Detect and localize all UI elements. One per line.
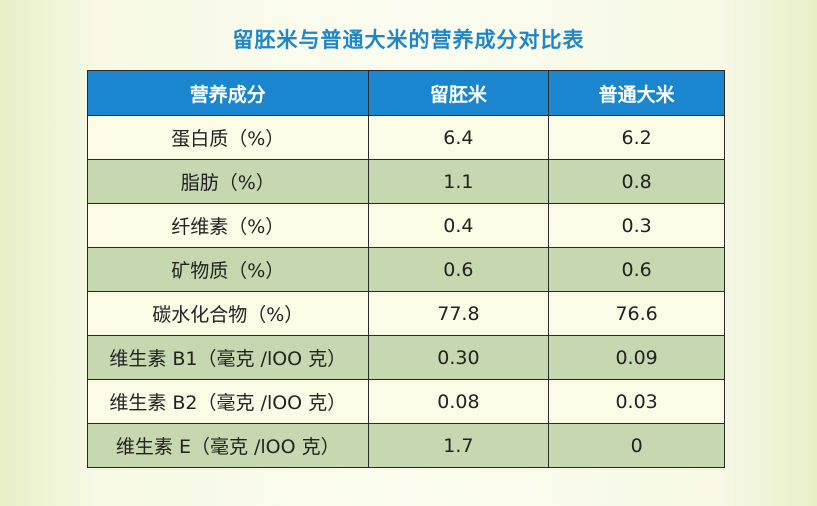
- table-row: 纤维素（%） 0.4 0.3: [87, 203, 725, 248]
- germ-rice-value: 6.4: [367, 115, 550, 160]
- germ-rice-value: 1.7: [367, 423, 550, 468]
- germ-rice-value: 0.08: [367, 379, 550, 424]
- regular-rice-value: 0.8: [548, 159, 725, 204]
- germ-rice-value: 77.8: [367, 291, 550, 336]
- germ-rice-value: 0.4: [367, 203, 550, 248]
- table-row: 脂肪（%） 1.1 0.8: [87, 159, 725, 204]
- table-row: 碳水化合物（%） 77.8 76.6: [87, 291, 725, 336]
- nutrient-name: 碳水化合物（%）: [87, 291, 369, 336]
- germ-rice-value: 1.1: [367, 159, 550, 204]
- regular-rice-value: 0.6: [548, 247, 725, 292]
- nutrient-name: 矿物质（%）: [87, 247, 369, 292]
- header-nutrient: 营养成分: [87, 70, 369, 116]
- regular-rice-value: 76.6: [548, 291, 725, 336]
- nutrient-name: 维生素 B2（毫克 /lOO 克）: [87, 379, 369, 424]
- regular-rice-value: 0.09: [548, 335, 725, 380]
- regular-rice-value: 0.03: [548, 379, 725, 424]
- nutrient-name: 脂肪（%）: [87, 159, 369, 204]
- header-regular-rice: 普通大米: [548, 70, 725, 116]
- page-title: 留胚米与普通大米的营养成分对比表: [232, 28, 585, 52]
- nutrient-name: 维生素 E（毫克 /lOO 克）: [87, 423, 369, 468]
- regular-rice-value: 0.3: [548, 203, 725, 248]
- nutrient-name: 纤维素（%）: [87, 203, 369, 248]
- germ-rice-value: 0.30: [367, 335, 550, 380]
- regular-rice-value: 6.2: [548, 115, 725, 160]
- regular-rice-value: 0: [548, 423, 725, 468]
- table-row: 维生素 B2（毫克 /lOO 克） 0.08 0.03: [87, 379, 725, 424]
- germ-rice-value: 0.6: [367, 247, 550, 292]
- table-row: 蛋白质（%） 6.4 6.2: [87, 115, 725, 160]
- table-row: 维生素 B1（毫克 /lOO 克） 0.30 0.09: [87, 335, 725, 380]
- table-header-row: 营养成分 留胚米 普通大米: [87, 70, 725, 116]
- header-germ-rice: 留胚米: [367, 70, 550, 116]
- nutrient-name: 维生素 B1（毫克 /lOO 克）: [87, 335, 369, 380]
- nutrition-table: 营养成分 留胚米 普通大米 蛋白质（%） 6.4 6.2 脂肪（%） 1.1 0…: [87, 70, 725, 468]
- nutrient-name: 蛋白质（%）: [87, 115, 369, 160]
- table-row: 维生素 E（毫克 /lOO 克） 1.7 0: [87, 423, 725, 468]
- table-row: 矿物质（%） 0.6 0.6: [87, 247, 725, 292]
